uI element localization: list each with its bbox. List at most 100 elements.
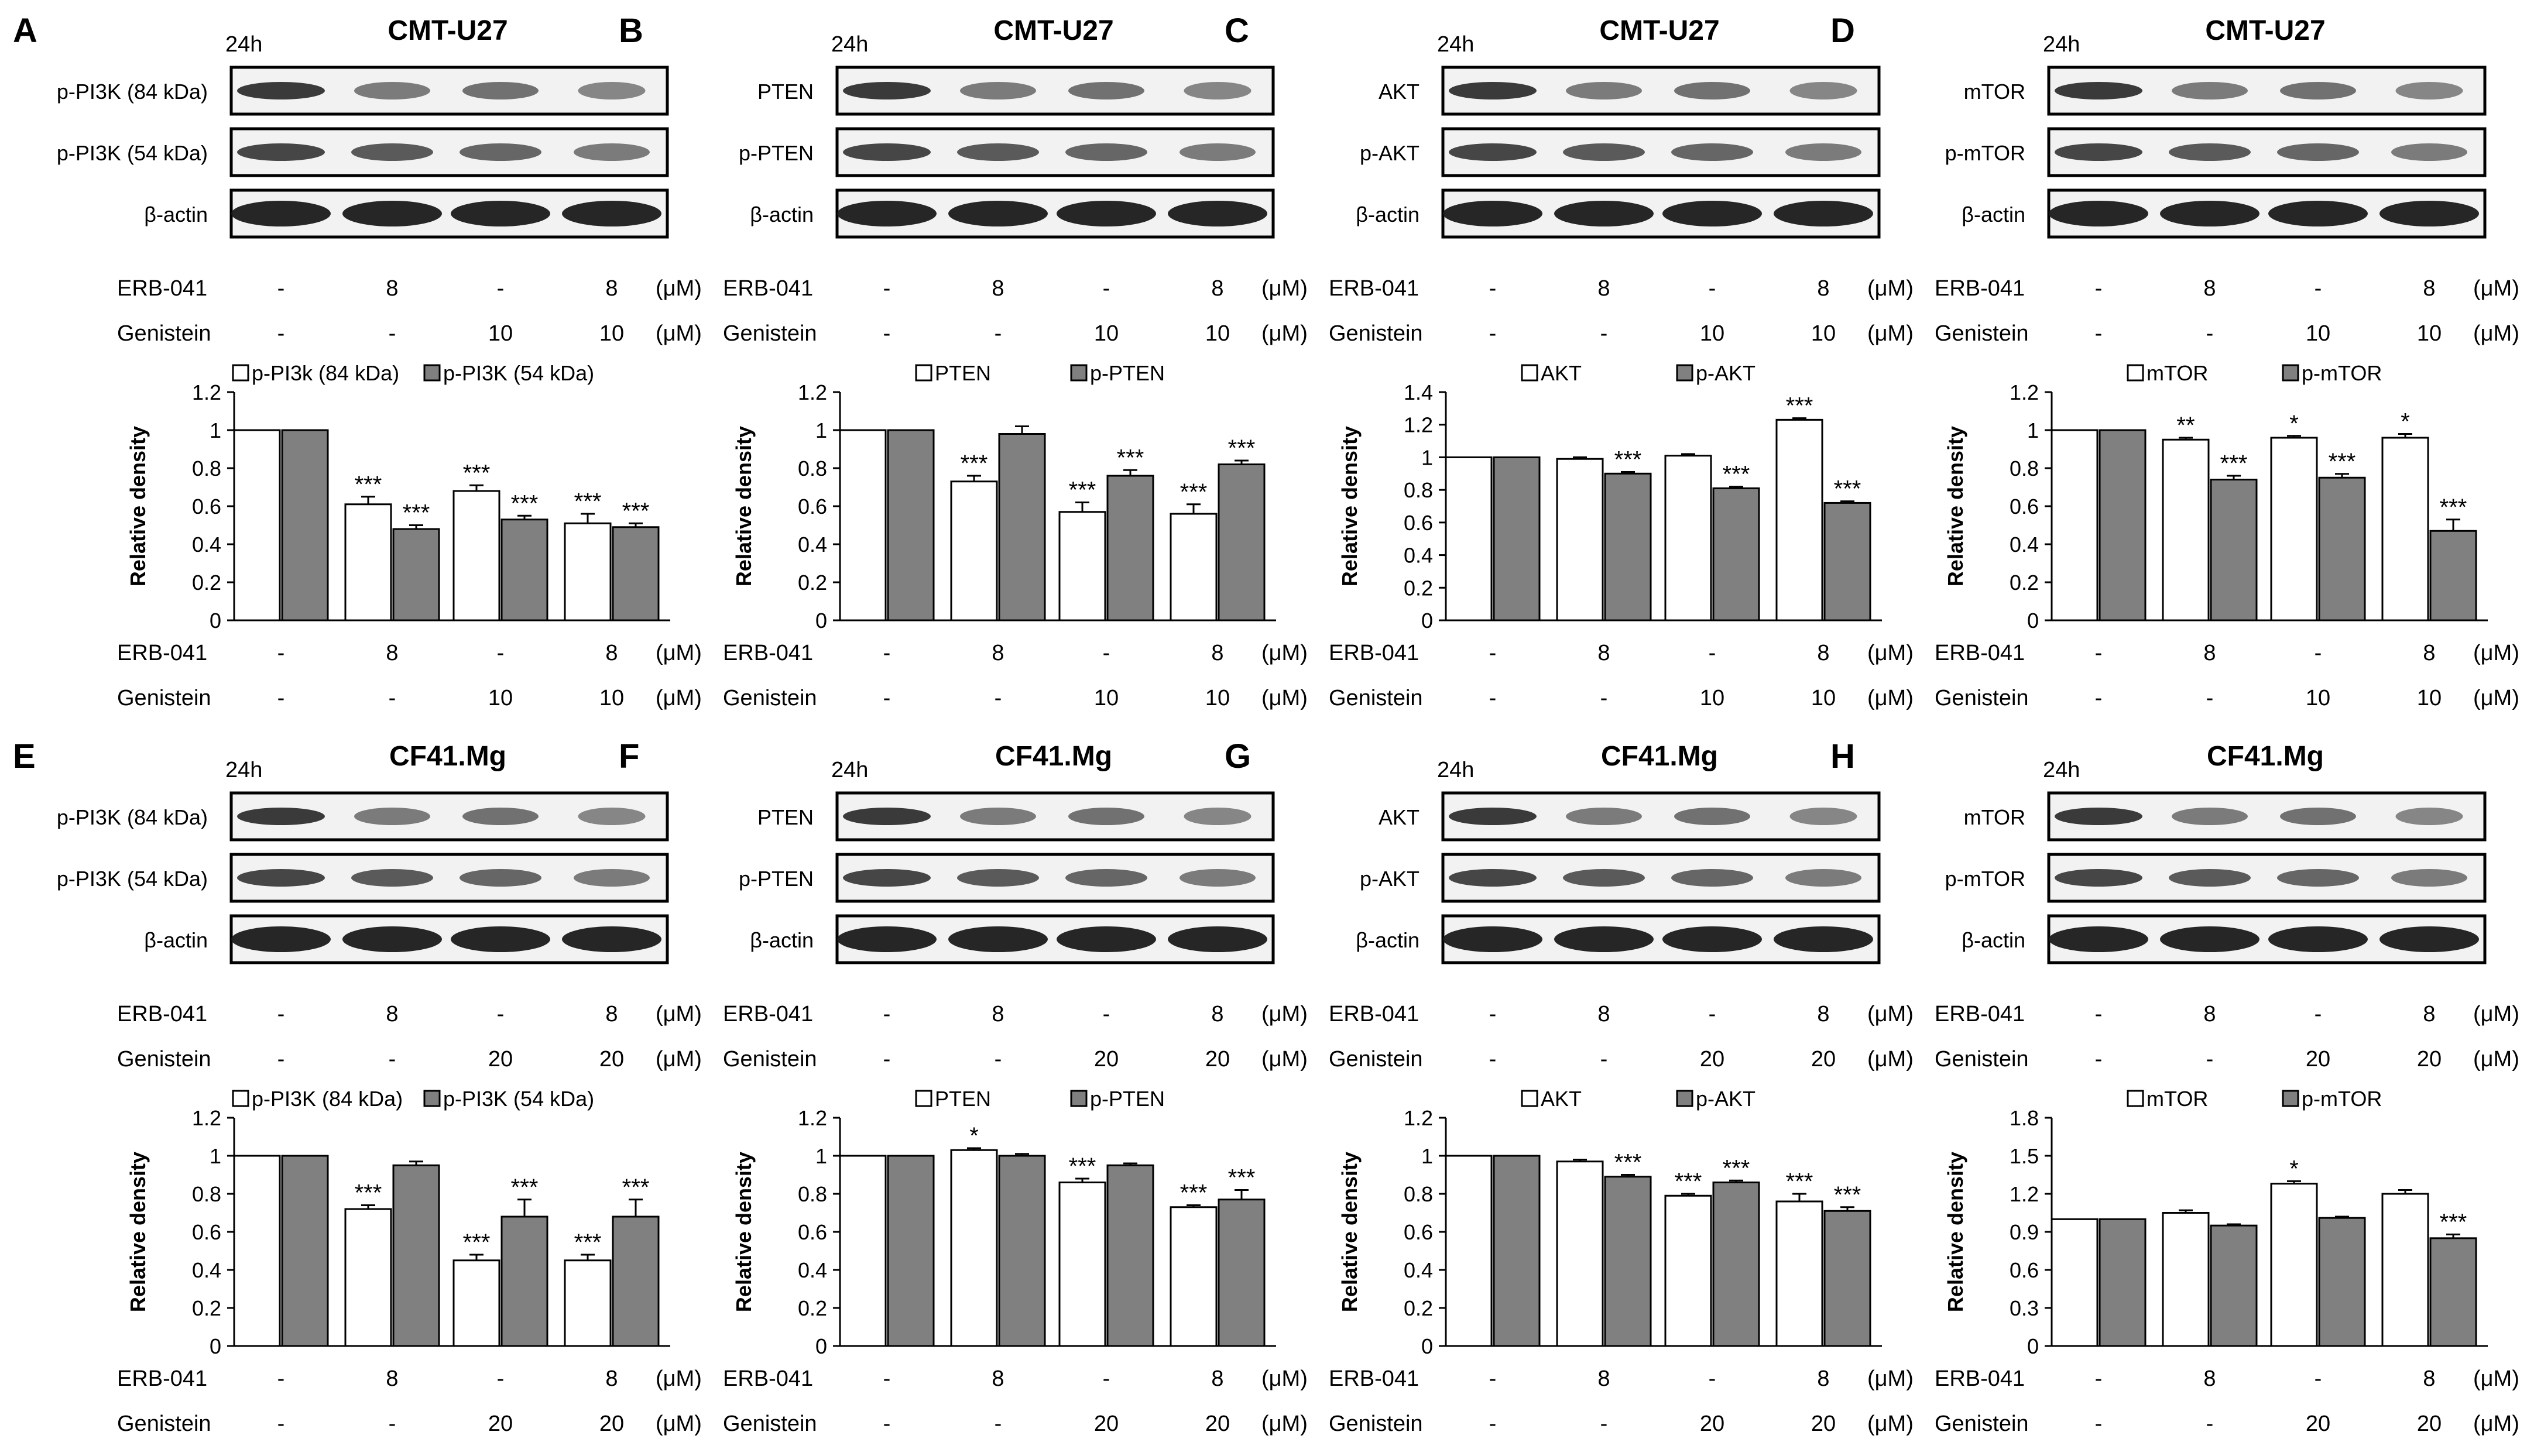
erb-dose: 8 — [2423, 1002, 2435, 1026]
blot-band — [2280, 82, 2356, 99]
bar — [564, 1259, 612, 1347]
genistein-dose: - — [883, 321, 891, 346]
unit-label: (μM) — [1867, 1412, 1914, 1436]
unit-label: (μM) — [2473, 1412, 2519, 1436]
y-tick-label: 0.4 — [192, 533, 221, 557]
legend-entry: p-PI3K (54 kDa) — [443, 361, 594, 385]
significance-label: *** — [2220, 451, 2248, 476]
unit-label: (μM) — [2473, 686, 2519, 710]
erb-label: ERB-041 — [117, 641, 207, 665]
blot-band — [2055, 808, 2142, 825]
genistein-dose: 20 — [599, 1412, 624, 1436]
significance-label: *** — [2440, 1209, 2467, 1235]
bar — [1775, 418, 1823, 621]
y-tick-label: 0.6 — [798, 495, 827, 518]
bar — [1218, 1199, 1266, 1347]
panel-letter: E — [13, 737, 36, 775]
bar — [344, 503, 392, 621]
panel-letter: B — [619, 12, 643, 50]
blot-row-label: β-actin — [1962, 202, 2025, 226]
significance-label: *** — [1786, 393, 1813, 419]
genistein-label: Genistein — [1329, 1412, 1423, 1436]
legend-entry: p-PI3k (84 kDa) — [252, 361, 399, 385]
blot-band — [957, 143, 1039, 161]
y-tick-label: 1.4 — [1404, 380, 1433, 404]
blot-band — [1443, 201, 1542, 226]
blot-band — [1554, 926, 1654, 952]
blot-band — [843, 143, 931, 161]
blot-band — [2277, 869, 2359, 887]
blot-band — [2391, 143, 2467, 161]
legend-swatch — [423, 364, 441, 382]
y-tick-label: 0.4 — [192, 1258, 221, 1282]
genistein-dose: - — [1600, 686, 1608, 710]
erb-dose: - — [883, 1366, 891, 1391]
legend-swatch — [1521, 364, 1538, 382]
bar — [887, 429, 935, 621]
unit-label: (μM) — [656, 276, 702, 301]
genistein-dose: - — [1489, 1047, 1497, 1072]
cell-line-title: CF41.Mg — [995, 741, 1112, 772]
erb-label: ERB-041 — [1935, 641, 2025, 665]
erb-dose: - — [497, 1002, 505, 1026]
blot-row-label: p-PI3K (84 kDa) — [57, 80, 208, 104]
significance-label: *** — [355, 1180, 382, 1206]
blot-band — [843, 808, 931, 825]
y-tick-label: 1.2 — [798, 1106, 827, 1130]
erb-label: ERB-041 — [1329, 641, 1419, 665]
blot-band — [1449, 82, 1537, 99]
blot-band — [1180, 143, 1256, 161]
blot-band — [1449, 143, 1537, 161]
erb-dose: - — [2095, 1366, 2103, 1391]
panel-a: A 24h CMT-U27 p-PI3K (84 kDa) p-PI3K (54 kDa… — [13, 12, 702, 710]
erb-dose: - — [883, 276, 891, 301]
y-tick-label: 0.6 — [192, 1220, 221, 1244]
cell-line-title: CF41.Mg — [2207, 741, 2324, 772]
blot-band — [342, 926, 442, 952]
blot-band — [237, 82, 325, 99]
blot-row-label: β-actin — [1356, 202, 1419, 226]
erb-dose: - — [1709, 276, 1716, 301]
genistein-dose: 10 — [1811, 686, 1836, 710]
erb-dose: 8 — [1597, 276, 1610, 301]
blot-band — [960, 82, 1036, 99]
erb-dose: - — [1709, 1002, 1716, 1026]
blot-band — [2055, 143, 2142, 161]
blot-band — [1065, 869, 1147, 887]
unit-label: (μM) — [1261, 686, 1308, 710]
genistein-label: Genistein — [723, 1412, 817, 1436]
bar — [1058, 511, 1106, 621]
erb-dose: - — [277, 1002, 285, 1026]
genistein-label: Genistein — [117, 1047, 211, 1072]
genistein-dose: - — [995, 1412, 1002, 1436]
significance-label: *** — [1228, 1165, 1256, 1191]
significance-label: *** — [2440, 495, 2467, 520]
genistein-dose: - — [1489, 1412, 1497, 1436]
blot-band — [1662, 201, 1762, 226]
y-tick-label: 1.2 — [192, 1106, 221, 1130]
significance-label: * — [2289, 1156, 2299, 1182]
genistein-dose: - — [2095, 686, 2103, 710]
bar — [1823, 502, 1871, 621]
blot-band — [1789, 82, 1857, 99]
blot-band — [1566, 82, 1642, 99]
unit-label: (μM) — [2473, 276, 2519, 301]
significance-label: *** — [511, 1175, 539, 1200]
bar — [839, 429, 887, 621]
y-tick-label: 0.2 — [2010, 571, 2039, 595]
legend-entry: p-PI3K (54 kDa) — [443, 1087, 594, 1111]
bar — [1604, 472, 1652, 621]
blot-row-label: β-actin — [1962, 928, 2025, 952]
genistein-dose: 20 — [2306, 1412, 2330, 1436]
erb-dose: 8 — [992, 641, 1004, 665]
bar — [1445, 456, 1493, 621]
genistein-dose: - — [2206, 1047, 2214, 1072]
significance-label: *** — [1675, 1169, 1702, 1194]
erb-dose: 8 — [1597, 641, 1610, 665]
erb-dose: 8 — [1211, 276, 1223, 301]
blot-band — [231, 201, 331, 226]
blot-band — [1789, 808, 1857, 825]
significance-label: *** — [2329, 449, 2356, 475]
blot-band — [843, 82, 931, 99]
blot-row-label: p-AKT — [1360, 141, 1419, 165]
